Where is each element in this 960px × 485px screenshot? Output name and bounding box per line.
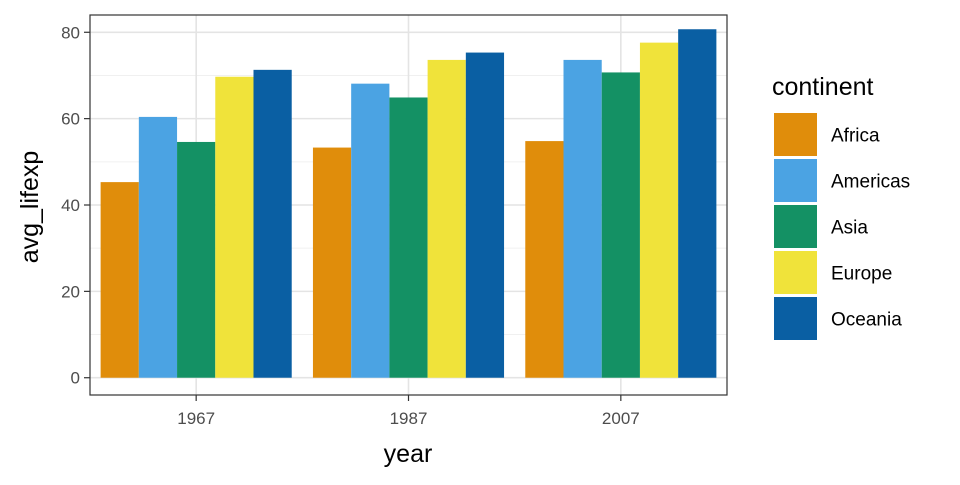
bar-europe-1967 bbox=[215, 76, 254, 378]
legend-key-europe bbox=[774, 251, 817, 294]
y-tick-label: 80 bbox=[61, 23, 80, 42]
bar-asia-1967 bbox=[177, 141, 216, 378]
y-tick-label: 20 bbox=[61, 282, 80, 301]
bar-asia-1987 bbox=[389, 97, 428, 378]
x-axis-title: year bbox=[384, 440, 433, 468]
bar-europe-1987 bbox=[427, 59, 466, 378]
y-tick-label: 60 bbox=[61, 110, 80, 129]
bar-asia-2007 bbox=[601, 72, 640, 378]
y-axis-title: avg_lifexp bbox=[16, 151, 44, 264]
legend-label-europe: Europe bbox=[831, 264, 892, 285]
bar-africa-1967 bbox=[100, 182, 139, 378]
bar-americas-2007 bbox=[563, 59, 602, 378]
legend-title: continent bbox=[772, 73, 874, 101]
bars bbox=[100, 29, 717, 378]
bar-oceania-1987 bbox=[465, 52, 505, 378]
legend-label-oceania: Oceania bbox=[831, 310, 902, 331]
legend-label-africa: Africa bbox=[831, 126, 880, 147]
y-tick-label: 40 bbox=[61, 196, 80, 215]
legend-label-americas: Americas bbox=[831, 172, 910, 193]
bar-oceania-2007 bbox=[678, 29, 717, 378]
bar-europe-2007 bbox=[639, 42, 679, 378]
y-tick-label: 0 bbox=[71, 369, 80, 388]
legend-key-africa bbox=[774, 113, 817, 156]
bar-africa-1987 bbox=[312, 147, 352, 378]
legend: continent Africa Americas Asia Europe Oceani… bbox=[772, 73, 910, 340]
bar-africa-2007 bbox=[525, 141, 564, 378]
legend-label-asia: Asia bbox=[831, 218, 868, 239]
bar-americas-1987 bbox=[351, 83, 390, 378]
axes: 0 20 40 60 80 1967 1987 2007 bbox=[61, 23, 640, 428]
x-tick-label: 1987 bbox=[390, 409, 428, 428]
bar-oceania-1967 bbox=[253, 69, 292, 378]
legend-key-oceania bbox=[774, 297, 817, 340]
legend-key-asia bbox=[774, 205, 817, 248]
x-tick-label: 2007 bbox=[602, 409, 640, 428]
legend-key-americas bbox=[774, 159, 817, 202]
bar-americas-1967 bbox=[138, 116, 178, 378]
x-tick-label: 1967 bbox=[177, 409, 215, 428]
